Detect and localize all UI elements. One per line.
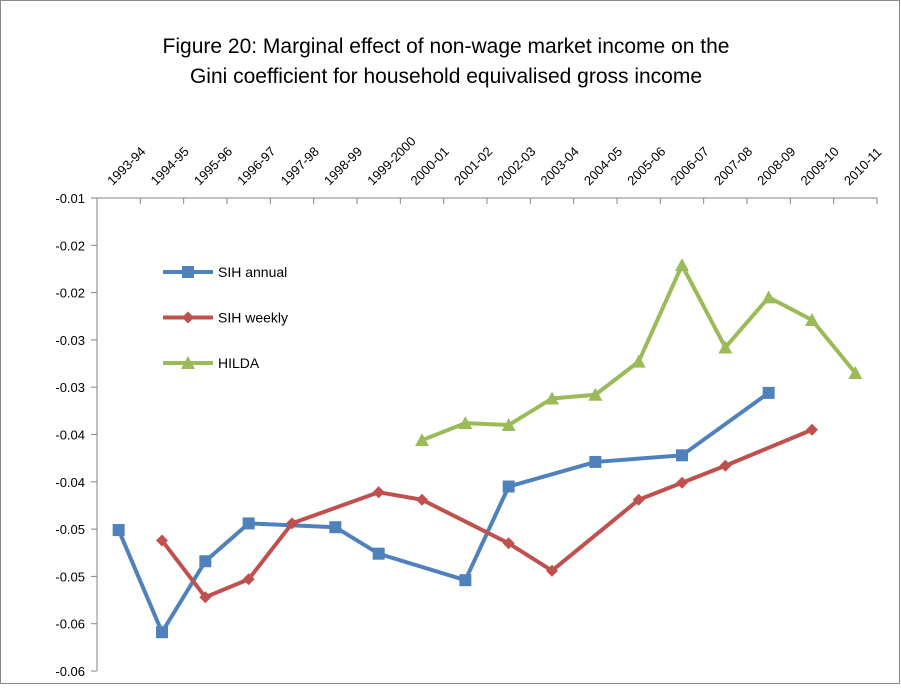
series-line-segment bbox=[378, 551, 466, 583]
marker bbox=[546, 564, 558, 577]
marker bbox=[329, 521, 342, 534]
marker bbox=[502, 480, 515, 493]
marker bbox=[242, 517, 255, 530]
y-tick-label: -0.03 bbox=[55, 333, 85, 348]
series-line-segment bbox=[204, 577, 250, 600]
marker bbox=[675, 258, 689, 272]
y-tick-label: -0.06 bbox=[55, 664, 85, 679]
marker bbox=[676, 476, 688, 489]
y-tick-label: -0.05 bbox=[55, 522, 85, 537]
marker bbox=[806, 423, 818, 436]
marker bbox=[458, 416, 473, 430]
series-line-segment bbox=[724, 427, 813, 468]
series-line-segment bbox=[508, 460, 596, 489]
marker bbox=[719, 459, 732, 472]
marker bbox=[182, 266, 194, 278]
y-tick-label: -0.03 bbox=[55, 380, 85, 395]
series-line-segment bbox=[507, 541, 554, 573]
series-line-segment bbox=[680, 391, 770, 457]
marker bbox=[589, 455, 602, 468]
marker bbox=[286, 517, 298, 530]
chart-title: Figure 20: Marginal effect of non-wage m… bbox=[163, 35, 730, 58]
marker bbox=[112, 524, 125, 537]
series-line-segment bbox=[810, 318, 857, 375]
marker bbox=[372, 547, 385, 560]
marker bbox=[502, 537, 515, 550]
marker bbox=[848, 366, 863, 380]
series-line-segment bbox=[681, 463, 727, 485]
series-line-segment bbox=[421, 421, 467, 443]
y-tick-label: -0.02 bbox=[55, 286, 85, 301]
y-tick-label: -0.06 bbox=[55, 617, 85, 632]
series-line-segment bbox=[204, 521, 250, 563]
series-line-segment bbox=[160, 539, 207, 599]
series-line-segment bbox=[160, 560, 208, 634]
marker bbox=[761, 290, 776, 304]
marker bbox=[631, 354, 646, 368]
y-tick-label: -0.04 bbox=[55, 428, 85, 443]
series-line-segment bbox=[247, 522, 294, 581]
series-line-segment bbox=[116, 529, 164, 633]
marker bbox=[588, 387, 603, 401]
series-line-segment bbox=[550, 498, 640, 573]
marker bbox=[199, 555, 212, 568]
marker bbox=[459, 574, 472, 587]
legend-label: SIH weekly bbox=[218, 310, 288, 326]
series-line-segment bbox=[594, 360, 640, 397]
marker bbox=[182, 311, 194, 324]
series-line-segment bbox=[680, 264, 728, 349]
chart-title: Gini coefficient for household equivalis… bbox=[190, 65, 702, 88]
legend-label: HILDA bbox=[218, 355, 260, 371]
series-line-segment bbox=[378, 490, 423, 502]
series-line-segment bbox=[465, 421, 509, 428]
series-line-segment bbox=[636, 264, 684, 363]
marker bbox=[372, 486, 385, 499]
y-tick-label: -0.01 bbox=[55, 191, 85, 206]
y-tick-label: -0.05 bbox=[55, 569, 85, 584]
marker bbox=[242, 573, 255, 586]
series-line-segment bbox=[595, 453, 683, 464]
marker bbox=[156, 534, 168, 547]
marker bbox=[501, 418, 516, 432]
marker bbox=[762, 386, 775, 399]
series-line-segment bbox=[334, 525, 380, 556]
marker bbox=[632, 493, 645, 506]
marker bbox=[805, 313, 819, 327]
series-line-segment bbox=[291, 490, 380, 526]
series-line-segment bbox=[767, 295, 813, 322]
y-tick-label: -0.02 bbox=[55, 238, 85, 253]
marker bbox=[718, 340, 733, 354]
marker bbox=[416, 493, 428, 506]
series-line-segment bbox=[637, 480, 683, 502]
marker bbox=[676, 449, 688, 462]
series-line-segment bbox=[421, 497, 510, 546]
series-line-segment bbox=[551, 392, 596, 401]
y-tick-label: -0.04 bbox=[55, 475, 85, 490]
marker bbox=[156, 626, 168, 639]
marker bbox=[415, 433, 429, 447]
marker bbox=[199, 591, 212, 604]
legend-label: SIH annual bbox=[218, 264, 287, 280]
marker bbox=[181, 356, 195, 369]
series-line-segment bbox=[507, 396, 554, 427]
series-line-segment bbox=[723, 296, 771, 349]
marker bbox=[545, 391, 559, 405]
